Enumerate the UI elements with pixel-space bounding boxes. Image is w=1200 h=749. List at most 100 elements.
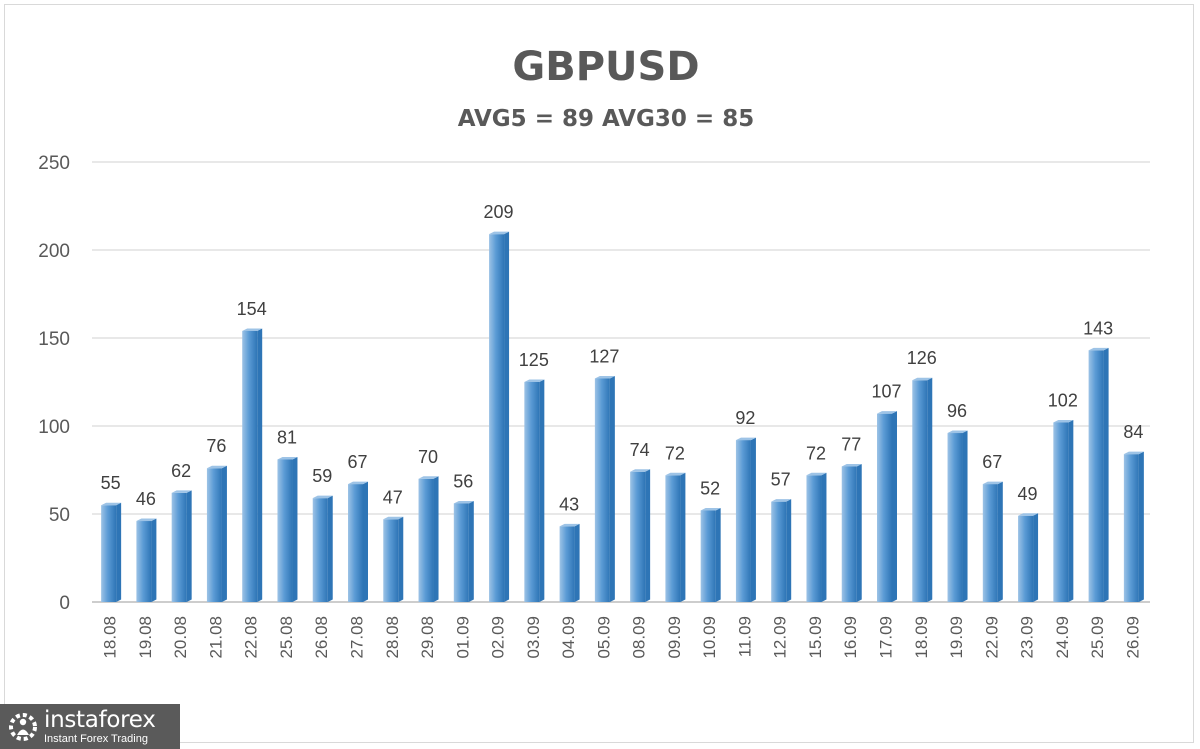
data-label: 92 bbox=[735, 408, 755, 428]
bar-top bbox=[101, 502, 122, 506]
bar-top bbox=[171, 490, 192, 493]
bar bbox=[242, 328, 263, 602]
data-label: 67 bbox=[347, 452, 367, 472]
bar-side bbox=[1103, 347, 1109, 602]
bar-top bbox=[1053, 419, 1074, 423]
data-label: 127 bbox=[589, 346, 619, 366]
data-label: 72 bbox=[665, 443, 685, 463]
bar-side bbox=[116, 502, 122, 602]
data-label: 143 bbox=[1083, 318, 1113, 338]
bar-front bbox=[136, 521, 152, 602]
bar-top bbox=[806, 472, 827, 476]
bar-front bbox=[1123, 454, 1139, 602]
bar-top bbox=[877, 411, 897, 414]
bar-front bbox=[242, 330, 258, 602]
data-label: 107 bbox=[871, 382, 901, 402]
bar-top bbox=[841, 463, 862, 467]
bar-front bbox=[771, 501, 787, 602]
bar-front bbox=[418, 478, 434, 602]
bar-top bbox=[947, 430, 968, 434]
x-tick-label: 25.08 bbox=[277, 616, 296, 659]
bar-front bbox=[1088, 350, 1104, 602]
x-tick-label: 15.09 bbox=[806, 616, 825, 659]
x-tick-label: 27.08 bbox=[348, 616, 367, 659]
x-tick-label: 26.09 bbox=[1123, 616, 1142, 659]
bar bbox=[982, 481, 1003, 602]
bar-top bbox=[206, 465, 227, 469]
data-label: 125 bbox=[519, 350, 549, 370]
bar-side bbox=[962, 430, 968, 602]
x-tick-label: 19.08 bbox=[136, 616, 155, 659]
data-label: 43 bbox=[559, 494, 579, 514]
bar-front bbox=[348, 484, 363, 602]
bar-top bbox=[1088, 347, 1109, 351]
bar-side bbox=[292, 456, 298, 602]
bar bbox=[771, 499, 792, 602]
bar-top bbox=[418, 476, 439, 479]
bar-top bbox=[524, 379, 545, 382]
x-tick-label: 22.08 bbox=[242, 616, 261, 659]
x-tick-label: 18.08 bbox=[101, 616, 120, 659]
bar-side bbox=[257, 328, 263, 602]
bar bbox=[806, 472, 827, 602]
bar-side bbox=[997, 481, 1003, 602]
bar-front bbox=[453, 503, 469, 602]
data-label: 67 bbox=[982, 452, 1002, 472]
bar-front bbox=[912, 380, 928, 602]
x-tick-label: 25.09 bbox=[1088, 616, 1107, 659]
bar-front bbox=[524, 382, 540, 602]
bar bbox=[630, 469, 651, 602]
bar-front bbox=[383, 519, 399, 602]
bar-front bbox=[171, 492, 187, 602]
bar-side bbox=[151, 518, 157, 602]
data-labels: 55 46 62 76 154 81 59 67 47 70 56 209 125 43 127 74 72 52… bbox=[101, 202, 1144, 514]
bar-top bbox=[453, 500, 474, 504]
data-label: 57 bbox=[771, 470, 791, 490]
bar-side bbox=[363, 481, 368, 602]
bar-top bbox=[665, 472, 686, 476]
bar bbox=[171, 490, 192, 602]
bar bbox=[418, 476, 439, 602]
gear-people-icon bbox=[9, 712, 37, 741]
x-tick-label: 19.09 bbox=[947, 616, 966, 659]
y-tick-label: 0 bbox=[59, 593, 70, 614]
bar-front bbox=[877, 413, 892, 602]
bar-front bbox=[594, 378, 610, 602]
logo-tagline: Instant Forex Trading bbox=[44, 732, 148, 745]
bar-front bbox=[1053, 422, 1069, 602]
bar-side bbox=[1033, 513, 1039, 602]
x-tick-label: 09.09 bbox=[665, 616, 684, 659]
x-tick-label: 20.08 bbox=[171, 616, 190, 659]
chart-subtitle: AVG5 = 89 AVG30 = 85 bbox=[458, 106, 754, 132]
bar-top bbox=[348, 481, 368, 485]
bar-top bbox=[1018, 513, 1039, 516]
bar-side bbox=[821, 472, 827, 602]
bar bbox=[206, 465, 227, 602]
bar-side bbox=[398, 516, 404, 602]
data-label: 56 bbox=[453, 471, 473, 491]
y-axis: 0 50 100 150 200 250 bbox=[38, 153, 1150, 614]
bar bbox=[1123, 451, 1144, 602]
bar-side bbox=[609, 375, 615, 602]
bar bbox=[877, 411, 897, 602]
bar bbox=[524, 379, 545, 602]
bar-top bbox=[277, 456, 298, 460]
y-tick-label: 200 bbox=[38, 241, 70, 262]
bar-front bbox=[982, 484, 998, 602]
x-tick-label: 02.09 bbox=[489, 616, 508, 659]
chart-title: GBPUSD bbox=[512, 44, 699, 90]
bar bbox=[1053, 419, 1074, 602]
bar bbox=[101, 502, 122, 602]
bar-side bbox=[856, 463, 862, 602]
bar-side bbox=[645, 469, 651, 602]
watermark-logo: instaforex Instant Forex Trading bbox=[0, 704, 180, 749]
bar-front bbox=[312, 498, 328, 602]
bar-side bbox=[186, 490, 192, 602]
data-label: 102 bbox=[1048, 390, 1078, 410]
bar-top bbox=[594, 375, 615, 379]
data-label: 126 bbox=[907, 348, 937, 368]
bar-top bbox=[982, 481, 1003, 485]
x-tick-label: 23.09 bbox=[1018, 616, 1037, 659]
bar bbox=[841, 463, 862, 602]
